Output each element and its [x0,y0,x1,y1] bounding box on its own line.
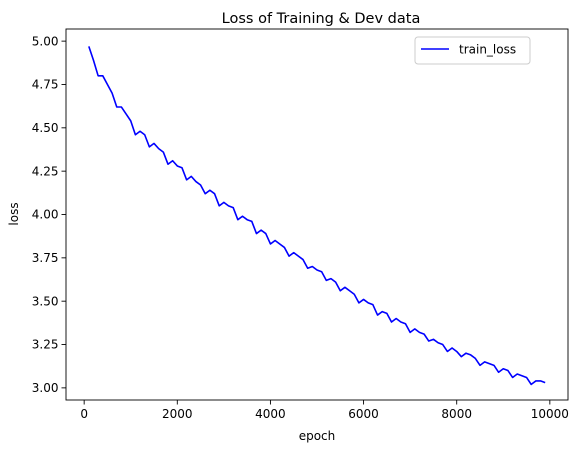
x-tick-label: 0 [80,407,88,421]
legend-label-train-loss: train_loss [459,43,516,57]
plot-frame [65,28,569,401]
y-tick-label: 3.75 [32,251,59,265]
y-tick-label: 4.50 [32,121,59,135]
y-tick-label: 4.00 [32,208,59,222]
x-tick-label: 10000 [531,407,569,421]
x-tick-label: 8000 [441,407,472,421]
x-axis-label: epoch [299,429,336,443]
y-tick-label: 4.75 [32,78,59,92]
x-tick-label: 4000 [255,407,286,421]
y-tick-label: 5.00 [32,34,59,48]
y-axis-ticks: 3.00 3.25 3.50 3.75 4.00 4.25 4.50 4.75 5.00 [32,34,66,395]
chart-title: Loss of Training & Dev data [222,11,421,27]
series-line-train-loss [88,46,546,386]
plot-area [66,29,568,400]
x-tick-label: 2000 [162,407,193,421]
x-tick-label: 6000 [348,407,379,421]
y-tick-label: 4.25 [32,164,59,178]
y-axis-label: loss [7,202,21,225]
y-tick-label: 3.00 [32,381,59,395]
x-axis-ticks: 0 2000 4000 6000 8000 10000 [80,400,569,421]
y-tick-label: 3.25 [32,338,59,352]
y-tick-label: 3.50 [32,294,59,308]
legend: train_loss [414,36,531,65]
legend-box [414,36,531,65]
